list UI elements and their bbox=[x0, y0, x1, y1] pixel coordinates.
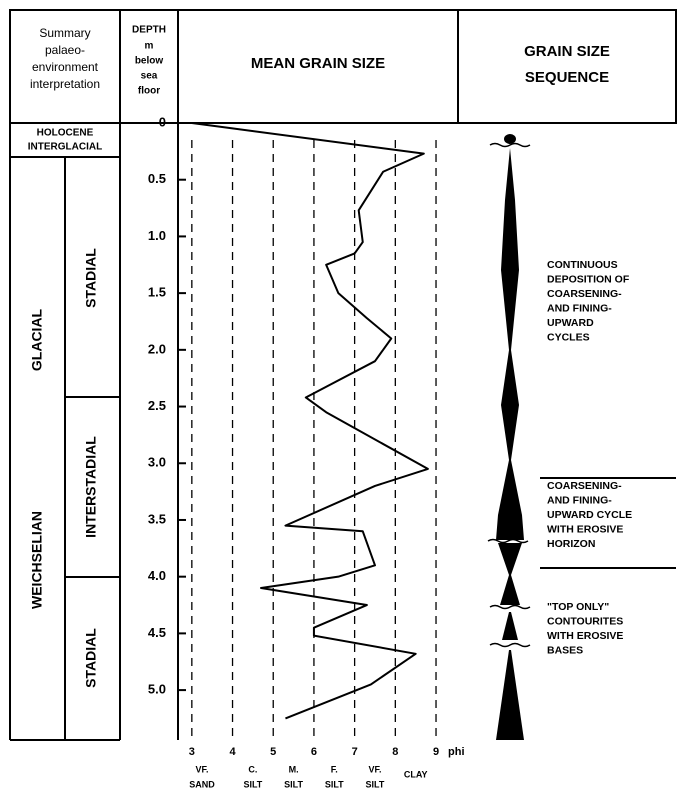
x-axis-label: phi bbox=[448, 746, 465, 758]
unit-label: HOLOCENE bbox=[37, 128, 94, 139]
class-label: F. bbox=[331, 764, 338, 774]
header-text: SEQUENCE bbox=[525, 69, 609, 86]
sequence-note: CONTINUOUS bbox=[547, 259, 618, 271]
class-label: CLAY bbox=[404, 769, 428, 779]
x-tick-label: 4 bbox=[229, 746, 236, 758]
grain-size-line bbox=[191, 122, 429, 720]
header-text: below bbox=[135, 56, 164, 67]
sequence-note: WITH EROSIVE bbox=[547, 630, 623, 642]
y-tick-label: 2.0 bbox=[148, 341, 166, 356]
sequence-note: HORIZON bbox=[547, 538, 595, 550]
header-text: m bbox=[145, 41, 154, 52]
y-tick-label: 0.5 bbox=[148, 171, 166, 186]
x-tick-label: 3 bbox=[189, 746, 195, 758]
x-tick-label: 7 bbox=[352, 746, 358, 758]
x-tick-label: 9 bbox=[433, 746, 439, 758]
sequence-note: CYCLES bbox=[547, 331, 590, 343]
sequence-note: COARSENING- bbox=[547, 480, 622, 492]
interpretation: HOLOCENE INTERGLACIAL GLACIAL WEICHSELIA… bbox=[28, 128, 102, 688]
header-text: floor bbox=[138, 86, 160, 97]
unit-label: STADIAL bbox=[83, 628, 99, 688]
header-text: GRAIN SIZE bbox=[524, 43, 610, 60]
erosive-surface bbox=[487, 142, 531, 648]
sequence-body bbox=[498, 543, 522, 605]
y-tick-label: 4.5 bbox=[148, 625, 166, 640]
sequence-note: AND FINING- bbox=[547, 302, 612, 314]
sequence-body bbox=[502, 612, 518, 640]
sequence-note: AND FINING- bbox=[547, 494, 612, 506]
header-text: sea bbox=[141, 71, 158, 82]
class-label: SILT bbox=[243, 779, 262, 789]
y-tick-label: 1.5 bbox=[148, 285, 166, 300]
frame-lines bbox=[9, 9, 677, 741]
class-label: VF. bbox=[196, 764, 209, 774]
x-tick-label: 5 bbox=[270, 746, 276, 758]
y-tick-label: 0 bbox=[159, 114, 166, 129]
unit-label: INTERGLACIAL bbox=[28, 142, 102, 153]
unit-label: STADIAL bbox=[83, 248, 99, 308]
header-box bbox=[9, 9, 677, 124]
sequence-body bbox=[496, 148, 524, 540]
sequence-note: "TOP ONLY" bbox=[547, 601, 609, 613]
class-label: C. bbox=[248, 764, 257, 774]
class-label: SAND bbox=[189, 779, 215, 789]
x-tick-label: 8 bbox=[392, 746, 398, 758]
header-text: DEPTH bbox=[132, 25, 166, 36]
header-text: environment bbox=[32, 60, 99, 74]
header: Summary palaeo- environment interpretati… bbox=[30, 25, 610, 97]
sequence-note: COARSENING- bbox=[547, 288, 622, 300]
y-tick-label: 5.0 bbox=[148, 682, 166, 697]
unit-label: WEICHSELIAN bbox=[29, 511, 45, 609]
grain-size-sequence bbox=[487, 134, 531, 740]
sequence-note: UPWARD bbox=[547, 317, 594, 329]
unit-label: GLACIAL bbox=[29, 308, 45, 371]
header-text: interpretation bbox=[30, 77, 100, 91]
y-tick-label: 2.5 bbox=[148, 398, 166, 413]
y-tick-label: 3.0 bbox=[148, 455, 166, 470]
y-tick-label: 1.0 bbox=[148, 228, 166, 243]
sequence-body bbox=[496, 650, 524, 740]
sequence-note: BASES bbox=[547, 644, 583, 656]
class-label: SILT bbox=[284, 779, 303, 789]
chart-title: MEAN GRAIN SIZE bbox=[251, 55, 385, 72]
x-tick-label: 6 bbox=[311, 746, 317, 758]
class-label: VF. bbox=[368, 764, 381, 774]
class-label: SILT bbox=[325, 779, 344, 789]
sequence-cap bbox=[504, 134, 516, 144]
y-tick-label: 4.0 bbox=[148, 568, 166, 583]
y-tick-label: 3.5 bbox=[148, 511, 166, 526]
sequence-note: CONTOURITES bbox=[547, 615, 623, 627]
sequence-note: UPWARD CYCLE bbox=[547, 509, 632, 521]
sequence-note: DEPOSITION OF bbox=[547, 273, 630, 285]
unit-label: INTERSTADIAL bbox=[83, 436, 99, 538]
header-text: Summary bbox=[39, 26, 90, 40]
class-label: M. bbox=[289, 764, 299, 774]
header-text: palaeo- bbox=[45, 43, 85, 57]
class-label: SILT bbox=[366, 779, 385, 789]
sequence-note: WITH EROSIVE bbox=[547, 523, 623, 535]
